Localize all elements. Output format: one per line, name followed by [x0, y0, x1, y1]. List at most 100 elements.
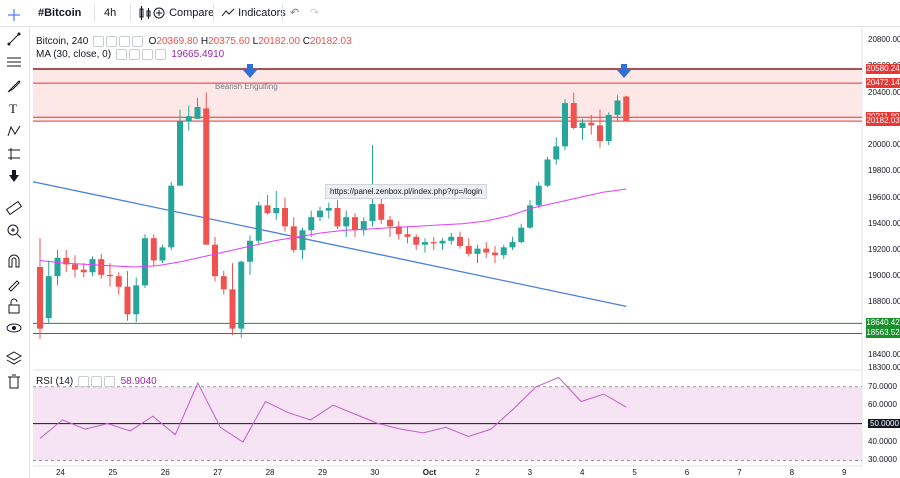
compare-button[interactable]: Compare: [152, 0, 214, 26]
legend-eye-icon[interactable]: [93, 36, 105, 47]
pattern-icon[interactable]: [6, 123, 22, 139]
time-axis-label: 26: [160, 468, 170, 477]
legend-close-icon[interactable]: [119, 36, 131, 47]
candle-down: [229, 289, 236, 329]
candle-up: [133, 285, 140, 315]
lock-icon[interactable]: [6, 298, 22, 314]
arrow-stem: [247, 64, 253, 70]
candle-up: [448, 236, 455, 241]
fib-retracement-icon[interactable]: [6, 54, 22, 70]
trend-line-icon[interactable]: [6, 31, 22, 47]
time-axis-label: 27: [213, 468, 223, 477]
pattern-annotation: Bearish Engulfing: [215, 82, 278, 91]
text-icon[interactable]: T: [6, 100, 22, 116]
arrow-stem: [621, 64, 627, 70]
candle-down: [107, 274, 113, 277]
rsi-eye-icon[interactable]: [78, 376, 90, 387]
time-axis-label: 6: [684, 468, 690, 477]
layers-icon[interactable]: [6, 350, 22, 366]
eye-icon[interactable]: [6, 320, 22, 336]
stay-in-drawing-icon[interactable]: [6, 276, 22, 292]
toolbar-divider: [94, 4, 95, 22]
toolbar-divider: [213, 4, 214, 22]
candle-down: [378, 204, 385, 220]
time-axis-label: 9: [842, 468, 847, 477]
candle-up: [247, 240, 253, 262]
price-axis-label: 19000.00: [868, 271, 900, 281]
brush-icon[interactable]: [6, 78, 22, 94]
indicators-button[interactable]: Indicators: [221, 0, 286, 26]
legend-open-label: O: [148, 36, 157, 48]
candle-up: [317, 210, 323, 218]
candle-down: [212, 244, 218, 277]
rsi-settings-icon[interactable]: [91, 376, 103, 387]
legend-close-value: 20182.03: [309, 36, 352, 48]
candle-down: [588, 122, 595, 126]
legend-symbol: Bitcoin, 240: [36, 36, 89, 48]
ruler-icon[interactable]: [6, 200, 22, 216]
rsi-axis-label: 50.0000: [868, 418, 900, 428]
legend-high-label: H: [200, 36, 209, 48]
candle-down: [483, 248, 490, 253]
candles-icon: [139, 6, 151, 21]
candle-down: [430, 242, 437, 244]
ma-eye-icon[interactable]: [115, 49, 127, 60]
candle-down: [334, 207, 341, 227]
candle-down: [115, 276, 122, 287]
legend-close-label: C: [302, 36, 310, 48]
interval-selector[interactable]: 4h: [104, 7, 117, 19]
symbol-search[interactable]: #Bitcoin: [38, 7, 82, 19]
candle-up: [553, 146, 560, 160]
rsi-axis-label: 30.0000: [868, 455, 897, 465]
indicators-icon: [221, 8, 235, 17]
crosshair-icon[interactable]: [6, 7, 22, 23]
candle-up: [343, 217, 350, 227]
trash-icon[interactable]: [6, 373, 22, 389]
price-tag: 20182.03: [866, 116, 900, 127]
compare-icon: [153, 7, 165, 19]
chart-style-button[interactable]: [138, 0, 152, 26]
legend-more-icon[interactable]: [132, 36, 144, 47]
rsi-legend-value: 58.9040: [120, 376, 157, 388]
candle-up: [562, 103, 568, 147]
price-tag: 18563.52: [866, 328, 900, 339]
price-axis-label: 20000.00: [868, 140, 900, 150]
ma-legend: MA (30, close, 0) 19665.4910: [36, 49, 224, 60]
price-axis-label: 19400.00: [868, 218, 900, 228]
zoom-in-icon[interactable]: [6, 223, 22, 239]
rsi-legend-label: RSI (14): [36, 376, 74, 388]
time-axis-label: 24: [56, 468, 65, 477]
candle-up: [89, 259, 96, 273]
ma-more-icon[interactable]: [154, 49, 166, 60]
candle-up: [527, 205, 533, 228]
prediction-icon[interactable]: [6, 146, 22, 162]
time-axis-label: 25: [108, 468, 118, 477]
time-axis-label: 29: [318, 468, 327, 477]
svg-text:T: T: [9, 101, 17, 116]
rsi-close-icon[interactable]: [104, 376, 116, 387]
magnet-icon[interactable]: [6, 253, 22, 269]
candle-down: [80, 269, 87, 273]
arrow-down-icon[interactable]: [6, 168, 22, 184]
ma-close-icon[interactable]: [141, 49, 153, 60]
toolbar-divider: [282, 4, 283, 22]
legend-settings-icon[interactable]: [106, 36, 118, 47]
undo-button[interactable]: ↶: [290, 0, 299, 26]
legend-low-label: L: [252, 36, 259, 48]
time-axis-label: 4: [580, 468, 585, 477]
resistance-zone: [33, 68, 862, 122]
compare-label: Compare: [169, 7, 215, 19]
time-axis-label: 28: [265, 468, 275, 477]
redo-button[interactable]: ↷: [310, 0, 319, 26]
rsi-axis-label: 40.0000: [868, 437, 897, 447]
candle-up: [177, 121, 183, 186]
candle-up: [238, 261, 245, 329]
candle-down: [597, 125, 603, 142]
rsi-legend: RSI (14) 58.9040: [36, 376, 157, 387]
redo-icon: ↷: [310, 7, 320, 19]
ma-settings-icon[interactable]: [128, 49, 140, 60]
ma-legend-label: MA (30, close, 0): [36, 49, 112, 61]
price-tag: 18640.42: [866, 318, 900, 329]
time-axis-label: 8: [789, 468, 795, 477]
